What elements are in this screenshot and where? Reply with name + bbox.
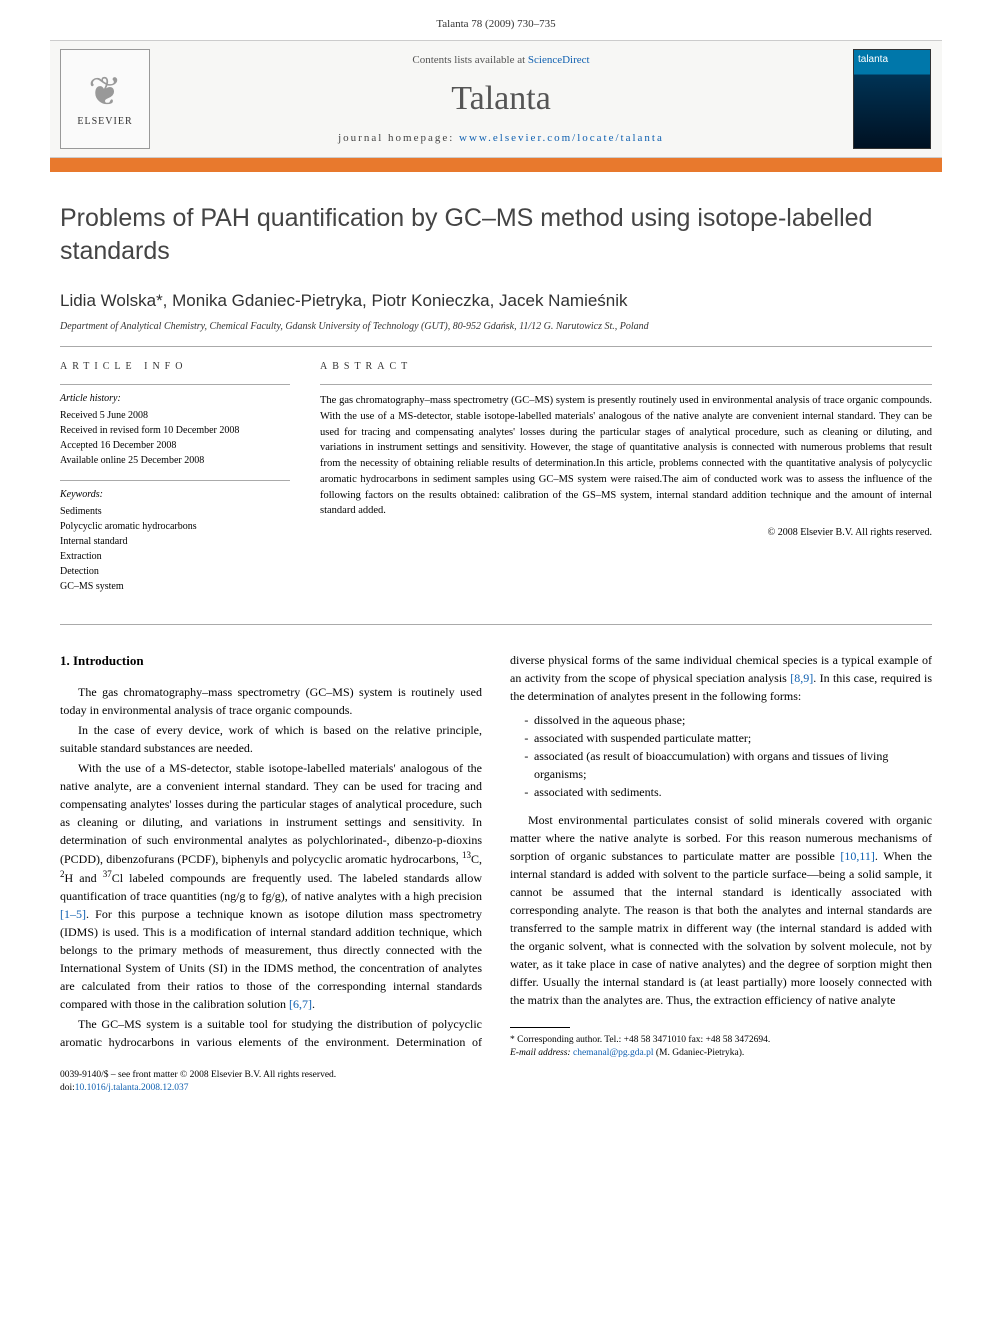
text-run: Cl labeled compounds are frequently used… bbox=[60, 871, 482, 903]
body-paragraph: In the case of every device, work of whi… bbox=[60, 721, 482, 757]
author-list: Lidia Wolska*, Monika Gdaniec-Pietryka, … bbox=[60, 291, 932, 311]
keyword: Extraction bbox=[60, 549, 290, 564]
running-header: Talanta 78 (2009) 730–735 bbox=[0, 0, 992, 40]
publisher-logo-cell: ❦ ELSEVIER bbox=[50, 41, 160, 157]
keyword: Detection bbox=[60, 564, 290, 579]
keyword: Internal standard bbox=[60, 534, 290, 549]
body-paragraph: Most environmental particulates consist … bbox=[510, 811, 932, 1009]
article-info-label: article info bbox=[60, 361, 290, 372]
citation-link[interactable]: [1–5] bbox=[60, 907, 86, 921]
footer-copyright: 0039-9140/$ – see front matter © 2008 El… bbox=[60, 1069, 932, 1082]
history-online: Available online 25 December 2008 bbox=[60, 453, 290, 468]
footnotes: * Corresponding author. Tel.: +48 58 347… bbox=[510, 1034, 932, 1061]
text-run: C, bbox=[471, 852, 482, 866]
journal-name: Talanta bbox=[160, 80, 842, 118]
forms-list: dissolved in the aqueous phase; associat… bbox=[510, 711, 932, 801]
contents-prefix: Contents lists available at bbox=[412, 54, 527, 66]
body-paragraph: The gas chromatography–mass spectrometry… bbox=[60, 683, 482, 719]
elsevier-logo: ❦ ELSEVIER bbox=[60, 49, 150, 149]
text-run: H and bbox=[65, 871, 103, 885]
affiliation: Department of Analytical Chemistry, Chem… bbox=[60, 321, 932, 347]
email-who: (M. Gdaniec-Pietryka). bbox=[653, 1048, 744, 1058]
list-item: dissolved in the aqueous phase; bbox=[524, 711, 932, 729]
keyword: Polycyclic aromatic hydrocarbons bbox=[60, 519, 290, 534]
doi-label: doi: bbox=[60, 1083, 75, 1093]
homepage-prefix: journal homepage: bbox=[338, 132, 459, 144]
homepage-line: journal homepage: www.elsevier.com/locat… bbox=[160, 132, 842, 144]
citation-link[interactable]: [8,9] bbox=[790, 671, 813, 685]
history-revised: Received in revised form 10 December 200… bbox=[60, 423, 290, 438]
list-item: associated with sediments. bbox=[524, 783, 932, 801]
history-accepted: Accepted 16 December 2008 bbox=[60, 438, 290, 453]
keyword: Sediments bbox=[60, 504, 290, 519]
publisher-name: ELSEVIER bbox=[77, 116, 132, 127]
footer-doi-line: doi:10.1016/j.talanta.2008.12.037 bbox=[60, 1082, 932, 1095]
tree-icon: ❦ bbox=[88, 72, 122, 112]
homepage-link[interactable]: www.elsevier.com/locate/talanta bbox=[459, 132, 664, 144]
abstract-copyright: © 2008 Elsevier B.V. All rights reserved… bbox=[320, 527, 932, 538]
abstract-label: abstract bbox=[320, 361, 932, 372]
keywords-label: Keywords: bbox=[60, 487, 290, 502]
text-run: . When the internal standard is added wi… bbox=[510, 849, 932, 1007]
citation-link[interactable]: [10,11] bbox=[840, 849, 875, 863]
article-title: Problems of PAH quantification by GC–MS … bbox=[60, 202, 932, 267]
body-columns: 1. Introduction The gas chromatography–m… bbox=[60, 651, 932, 1061]
history-received: Received 5 June 2008 bbox=[60, 408, 290, 423]
email-link[interactable]: chemanal@pg.gda.pl bbox=[573, 1048, 654, 1058]
sciencedirect-link[interactable]: ScienceDirect bbox=[528, 54, 590, 66]
section-heading-intro: 1. Introduction bbox=[60, 651, 482, 671]
page-footer: 0039-9140/$ – see front matter © 2008 El… bbox=[60, 1069, 932, 1096]
article-history-block: Article history: Received 5 June 2008 Re… bbox=[60, 384, 290, 468]
orange-divider-bar bbox=[50, 158, 942, 172]
corresponding-author: * Corresponding author. Tel.: +48 58 347… bbox=[510, 1034, 932, 1047]
footnote-separator bbox=[510, 1027, 570, 1028]
list-item: associated with suspended particulate ma… bbox=[524, 729, 932, 747]
isotope-sup: 37 bbox=[103, 869, 112, 879]
isotope-sup: 13 bbox=[462, 850, 471, 860]
cover-cell: talanta bbox=[842, 41, 942, 157]
text-run: With the use of a MS-detector, stable is… bbox=[60, 761, 482, 866]
doi-link[interactable]: 10.1016/j.talanta.2008.12.037 bbox=[75, 1083, 189, 1093]
article-info-col: article info Article history: Received 5… bbox=[60, 361, 290, 606]
list-item: associated (as result of bioaccumulation… bbox=[524, 747, 932, 783]
email-line: E-mail address: chemanal@pg.gda.pl (M. G… bbox=[510, 1047, 932, 1060]
email-label: E-mail address: bbox=[510, 1048, 573, 1058]
article-main: Problems of PAH quantification by GC–MS … bbox=[0, 172, 992, 1061]
citation-link[interactable]: [6,7] bbox=[289, 997, 312, 1011]
abstract-text: The gas chromatography–mass spectrometry… bbox=[320, 384, 932, 519]
banner-center: Contents lists available at ScienceDirec… bbox=[160, 41, 842, 157]
journal-banner: ❦ ELSEVIER Contents lists available at S… bbox=[50, 40, 942, 158]
history-label: Article history: bbox=[60, 391, 290, 406]
journal-cover-thumb: talanta bbox=[853, 49, 931, 149]
abstract-col: abstract The gas chromatography–mass spe… bbox=[320, 361, 932, 606]
contents-line: Contents lists available at ScienceDirec… bbox=[160, 54, 842, 66]
text-run: . bbox=[312, 997, 315, 1011]
body-paragraph: With the use of a MS-detector, stable is… bbox=[60, 759, 482, 1013]
keyword: GC–MS system bbox=[60, 579, 290, 594]
keywords-block: Keywords: Sediments Polycyclic aromatic … bbox=[60, 480, 290, 594]
info-abstract-row: article info Article history: Received 5… bbox=[60, 361, 932, 625]
